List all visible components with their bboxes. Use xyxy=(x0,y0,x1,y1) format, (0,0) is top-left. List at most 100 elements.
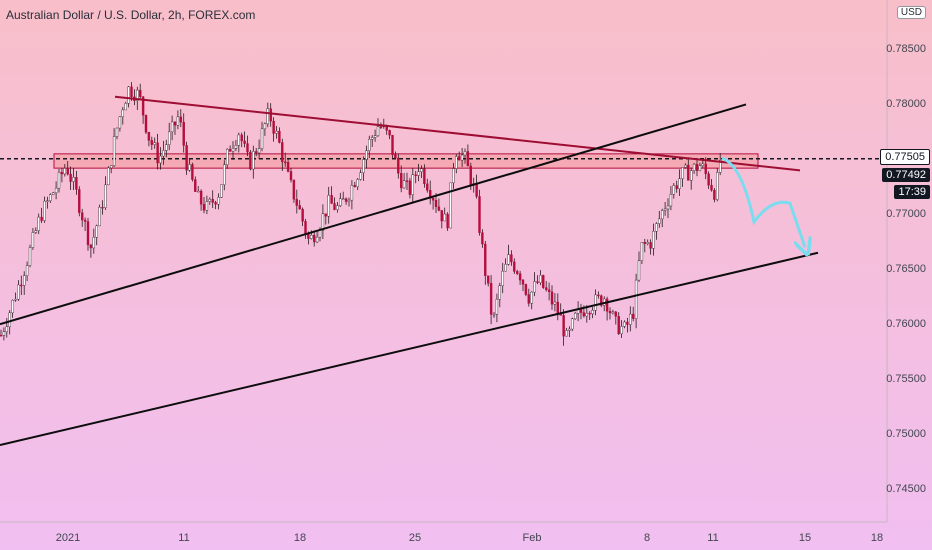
candle xyxy=(507,244,510,266)
candle xyxy=(292,179,296,203)
candle xyxy=(678,169,681,196)
candle xyxy=(269,103,272,127)
candle xyxy=(368,135,371,159)
bar-countdown-timer: 17:39 xyxy=(894,184,930,199)
projection-arrow[interactable] xyxy=(721,156,805,247)
candle xyxy=(365,145,368,169)
candle xyxy=(170,115,174,141)
candle xyxy=(504,258,507,272)
candle xyxy=(237,132,241,153)
y-tick-label: 0.79000 xyxy=(886,0,926,1)
x-tick-label: 15 xyxy=(798,532,812,544)
candle xyxy=(524,283,528,297)
close-price-label: 0.77492 xyxy=(882,167,930,182)
descending-trendline[interactable] xyxy=(114,95,801,172)
candle xyxy=(83,217,87,231)
candle xyxy=(574,311,577,320)
candle xyxy=(460,148,464,167)
candle xyxy=(661,208,664,228)
candle xyxy=(344,197,348,205)
candle xyxy=(376,118,380,137)
candle xyxy=(205,195,209,215)
candle xyxy=(17,280,20,301)
ascending-trendline-2[interactable] xyxy=(0,251,819,447)
candle xyxy=(107,166,110,186)
currency-badge[interactable]: USD xyxy=(896,6,926,19)
candle xyxy=(353,181,356,188)
candle xyxy=(342,191,345,200)
candle xyxy=(208,197,212,205)
candle xyxy=(272,117,275,142)
candle xyxy=(211,190,214,209)
candle xyxy=(69,166,72,191)
x-tick-label: 2021 xyxy=(55,532,81,544)
candle xyxy=(165,139,168,158)
candle xyxy=(608,307,612,320)
candle xyxy=(86,217,90,251)
candle xyxy=(0,329,3,337)
ascending-trendline-1[interactable] xyxy=(0,103,747,326)
candle xyxy=(95,224,98,246)
candle xyxy=(397,153,400,179)
candle xyxy=(40,207,43,223)
candle xyxy=(228,145,232,152)
candle xyxy=(417,163,420,182)
candle xyxy=(550,285,554,310)
candle xyxy=(121,106,125,125)
candle xyxy=(675,180,678,193)
candle xyxy=(663,201,667,216)
candle xyxy=(452,162,455,189)
candle xyxy=(54,181,58,200)
candle xyxy=(600,294,603,308)
candle xyxy=(191,162,194,182)
candle xyxy=(49,193,52,203)
candle xyxy=(98,204,101,227)
candle xyxy=(57,169,61,193)
candle xyxy=(649,239,652,255)
candle xyxy=(286,157,290,173)
candle xyxy=(350,180,354,210)
candle xyxy=(176,110,180,130)
x-tick-label: 11 xyxy=(178,532,190,544)
candle xyxy=(614,311,617,325)
candle xyxy=(707,171,710,189)
candle xyxy=(263,122,267,136)
candle xyxy=(553,293,557,312)
candle xyxy=(92,228,96,254)
x-tick-label: 18 xyxy=(870,532,884,544)
candle xyxy=(112,128,116,168)
candle xyxy=(252,145,255,179)
candle xyxy=(185,141,188,175)
candle xyxy=(547,282,551,301)
candle xyxy=(356,178,359,191)
x-tick-label: 11 xyxy=(707,532,719,544)
resistance-zone[interactable] xyxy=(53,153,759,169)
candle xyxy=(458,151,461,161)
candle xyxy=(388,129,391,140)
candle xyxy=(420,165,423,178)
candle xyxy=(681,167,684,187)
candle xyxy=(321,204,325,239)
candle xyxy=(400,165,403,193)
candle xyxy=(414,170,417,184)
candle xyxy=(347,197,351,207)
candle xyxy=(313,230,316,247)
candle xyxy=(594,289,597,316)
candle xyxy=(530,291,533,310)
candle xyxy=(284,152,287,167)
candle xyxy=(275,125,278,139)
candle xyxy=(394,151,397,159)
candle xyxy=(188,157,191,172)
candle xyxy=(281,138,284,171)
candle xyxy=(260,121,264,152)
candle xyxy=(234,139,238,152)
candle xyxy=(63,164,66,177)
candle xyxy=(588,311,591,320)
candle xyxy=(324,213,327,225)
x-tick-label: 18 xyxy=(293,532,307,544)
y-tick-label: 0.77000 xyxy=(886,208,926,221)
candle xyxy=(196,185,200,193)
candle xyxy=(173,121,177,135)
